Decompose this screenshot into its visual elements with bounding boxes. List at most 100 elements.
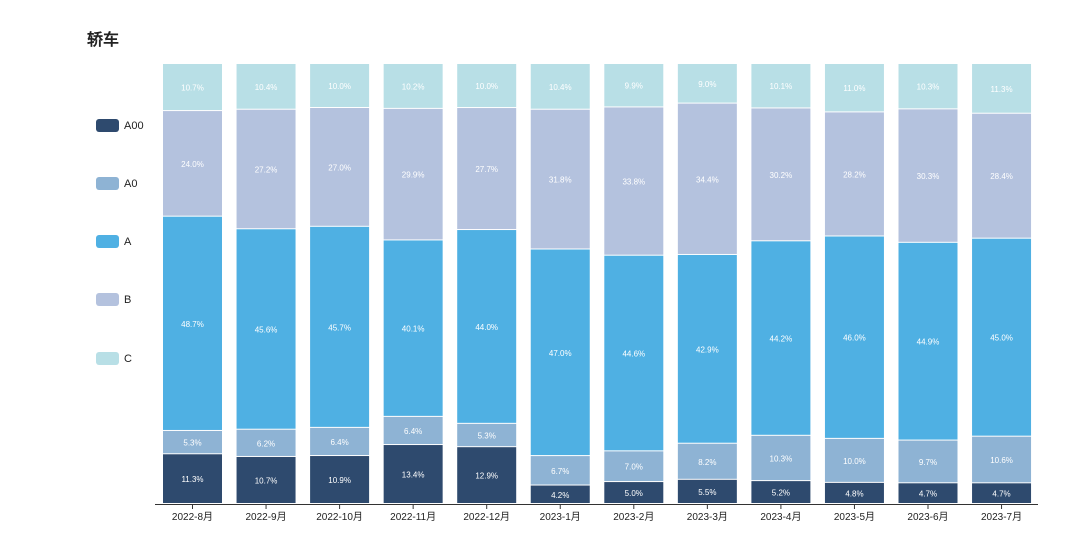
bar-segment-a00-8	[751, 481, 811, 503]
data-label-a0-10: 9.7%	[919, 458, 937, 467]
bar-segment-a0-2	[310, 427, 370, 456]
bar-segment-b-0	[163, 111, 222, 216]
data-label-b-9: 28.2%	[843, 170, 866, 179]
x-tick-label-6: 2023-2月	[613, 511, 654, 523]
bar-segment-c-7	[677, 64, 737, 103]
data-label-a-2: 45.7%	[328, 323, 351, 332]
x-tick-label-1: 2022-9月	[245, 511, 286, 523]
data-label-a0-5: 6.7%	[551, 467, 569, 476]
data-label-c-0: 10.7%	[181, 84, 204, 93]
bar-segment-b-9	[824, 112, 884, 236]
bar-segment-a00-3	[383, 445, 443, 503]
data-label-a-9: 46.0%	[843, 334, 866, 343]
data-label-a0-8: 10.3%	[770, 454, 793, 463]
data-label-b-3: 29.9%	[402, 171, 425, 180]
data-label-a0-6: 7.0%	[625, 463, 643, 472]
data-label-b-6: 33.8%	[622, 178, 645, 187]
data-label-c-7: 9.0%	[698, 80, 716, 89]
data-label-a0-2: 6.4%	[330, 438, 348, 447]
data-label-c-1: 10.4%	[255, 83, 278, 92]
bar-segment-a-5	[530, 249, 590, 456]
data-label-b-10: 30.3%	[917, 172, 940, 181]
bar-segment-a00-5	[530, 485, 590, 503]
bar-segment-a0-8	[751, 435, 811, 481]
data-label-a-10: 44.9%	[917, 338, 940, 347]
data-label-b-0: 24.0%	[181, 160, 204, 169]
legend-swatch-a0	[96, 177, 119, 190]
data-label-a-7: 42.9%	[696, 345, 719, 354]
bar-segment-c-2	[310, 64, 370, 107]
x-tick-label-4: 2022-12月	[463, 511, 510, 523]
data-label-a-11: 45.0%	[990, 334, 1013, 343]
legend-item-a[interactable]: A	[96, 235, 131, 248]
legend-label-c: C	[124, 352, 132, 365]
bar-segment-b-7	[677, 103, 737, 254]
bar-segment-a0-6	[604, 451, 664, 482]
bar-segment-a0-10	[898, 440, 958, 483]
data-label-a0-3: 6.4%	[404, 427, 422, 436]
data-label-c-2: 10.0%	[328, 82, 351, 91]
data-label-a0-1: 6.2%	[257, 439, 275, 448]
data-label-a0-9: 10.0%	[843, 457, 866, 466]
data-label-a-4: 44.0%	[475, 323, 498, 332]
bar-segment-c-5	[530, 64, 590, 109]
data-label-a-5: 47.0%	[549, 349, 572, 358]
data-label-a00-5: 4.2%	[551, 491, 569, 500]
data-label-a00-9: 4.8%	[845, 489, 863, 498]
data-label-a-8: 44.2%	[770, 335, 793, 344]
bar-segment-a00-6	[604, 482, 664, 503]
data-label-a-0: 48.7%	[181, 320, 204, 329]
data-label-c-4: 10.0%	[475, 82, 498, 91]
bar-segment-a-4	[457, 230, 517, 423]
legend-label-a0: A0	[124, 177, 138, 190]
x-tick-label-8: 2023-4月	[760, 511, 801, 523]
bar-segment-b-8	[751, 108, 811, 241]
bar-segment-a0-9	[824, 438, 884, 482]
bar-segment-c-3	[383, 64, 443, 108]
legend-item-a0[interactable]: A0	[96, 177, 137, 190]
bar-segment-a-2	[310, 226, 370, 427]
data-label-a00-10: 4.7%	[919, 490, 937, 499]
bar-segment-a-6	[604, 255, 664, 451]
bar-segment-a0-0	[163, 430, 222, 454]
bar-segment-a0-11	[972, 436, 1032, 483]
bar-segment-a00-7	[677, 479, 737, 503]
bar-segment-a-9	[824, 236, 884, 438]
data-label-b-2: 27.0%	[328, 163, 351, 172]
bar-segment-a-3	[383, 240, 443, 416]
bar-segment-b-11	[972, 113, 1032, 238]
data-label-b-1: 27.2%	[255, 165, 278, 174]
data-label-c-5: 10.4%	[549, 83, 572, 92]
bar-segment-c-0	[163, 64, 222, 111]
bar-segment-a0-4	[457, 423, 517, 447]
bar-segment-c-10	[898, 64, 958, 109]
bar-segment-a-8	[751, 241, 811, 435]
bar-segment-b-1	[236, 109, 296, 229]
data-label-c-8: 10.1%	[770, 82, 793, 91]
data-label-a0-4: 5.3%	[478, 432, 496, 441]
bar-segment-a00-2	[310, 456, 370, 503]
data-label-b-8: 30.2%	[770, 171, 793, 180]
bar-segment-a00-11	[972, 483, 1032, 503]
legend-item-b[interactable]: B	[96, 293, 131, 306]
data-label-a00-3: 13.4%	[402, 471, 425, 480]
bar-segment-b-6	[604, 107, 664, 255]
legend-item-a00[interactable]: A00	[96, 119, 144, 132]
bar-segment-a0-1	[236, 429, 296, 456]
legend-label-b: B	[124, 293, 132, 306]
data-label-a00-6: 5.0%	[625, 489, 643, 498]
bar-segment-b-3	[383, 108, 443, 240]
bar-segment-a-10	[898, 242, 958, 440]
bar-segment-a-7	[677, 254, 737, 443]
data-label-a00-8: 5.2%	[772, 489, 790, 498]
legend-swatch-a	[96, 235, 119, 248]
data-label-c-6: 9.9%	[625, 82, 643, 91]
x-tick-label-7: 2023-3月	[687, 511, 728, 523]
bar-segment-b-5	[530, 109, 590, 249]
data-label-a00-1: 10.7%	[255, 476, 278, 485]
legend-label-a00: A00	[124, 119, 144, 132]
legend-item-c[interactable]: C	[96, 352, 132, 365]
bar-segment-a00-10	[898, 483, 958, 503]
data-label-a00-11: 4.7%	[992, 490, 1010, 499]
bar-segment-a00-0	[163, 454, 222, 503]
